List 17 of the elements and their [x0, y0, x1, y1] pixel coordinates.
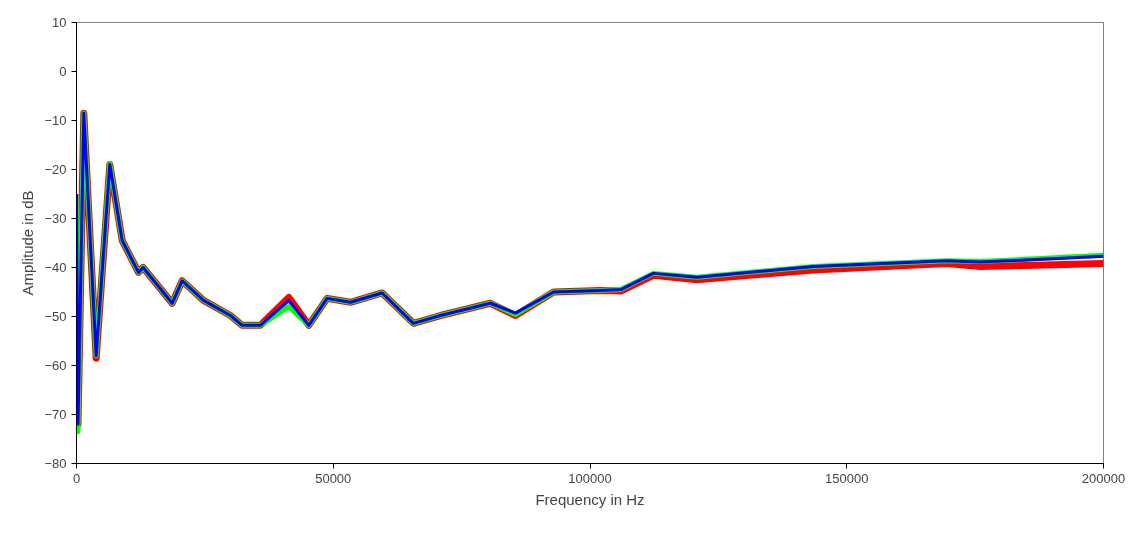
y-tick-label: −30	[44, 211, 67, 226]
x-tick-label: 50000	[315, 470, 352, 486]
y-tick-label: −70	[44, 407, 67, 422]
y-tick-label: −50	[44, 309, 67, 324]
x-tick-label: 100000	[568, 470, 612, 486]
y-tick-label: −10	[44, 113, 67, 128]
x-tick-label: 200000	[1081, 470, 1126, 486]
x-tick-label: 150000	[825, 470, 869, 486]
y-tick-label: −20	[44, 162, 67, 177]
y-tick-label: 0	[59, 64, 67, 79]
y-tick-label: 10	[52, 15, 67, 30]
y-tick-label: −80	[44, 456, 67, 471]
x-axis-title: Frequency in Hz	[535, 490, 645, 508]
y-tick-label: −60	[44, 358, 67, 373]
y-tick-label: −40	[44, 260, 67, 275]
y-axis-title: Amplitude in dB	[19, 190, 37, 296]
x-tick-label: 0	[72, 470, 81, 486]
